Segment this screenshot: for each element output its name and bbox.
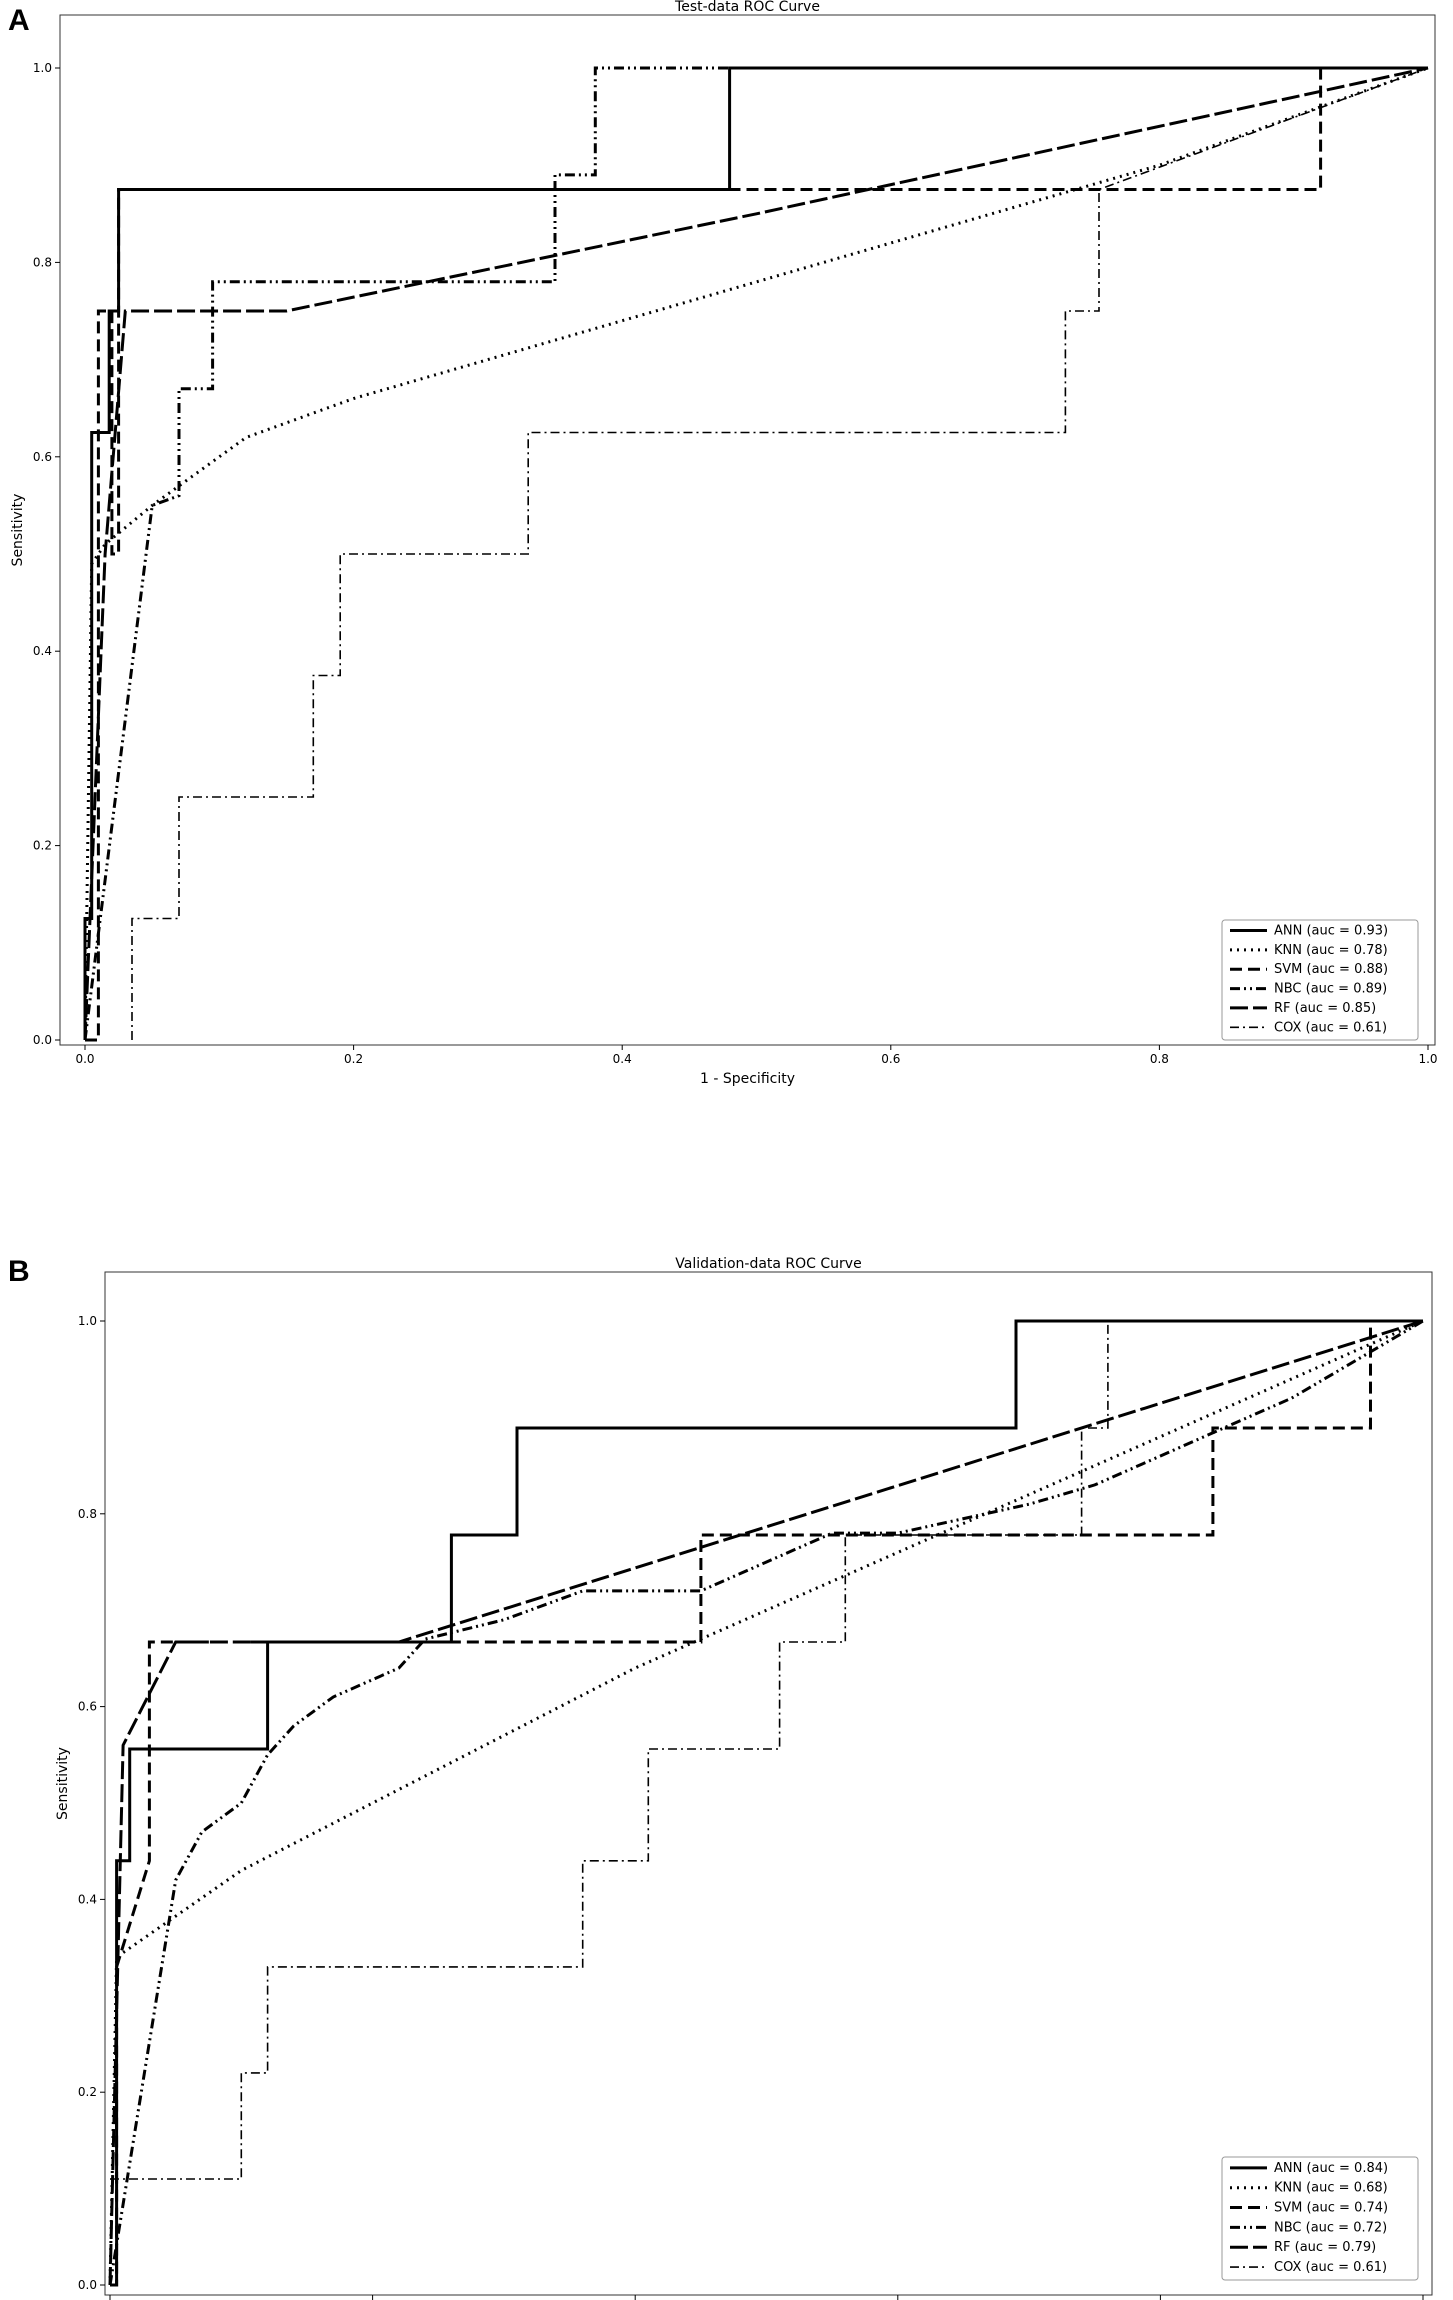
x-tick-label: 0.0	[75, 1052, 94, 1066]
y-tick-label: 0.4	[78, 1892, 97, 1906]
x-tick-label: 0.4	[613, 1052, 632, 1066]
y-tick-label: 0.8	[78, 1507, 97, 1521]
plot-frame	[59, 14, 1436, 1046]
legend-entry: NBC (auc = 0.89)	[1274, 982, 1387, 997]
roc-line-rf	[83, 66, 1429, 1041]
legend-entry: ANN (auc = 0.84)	[1274, 2161, 1388, 2176]
panel-label-b: B	[8, 1255, 30, 1288]
roc-line-nbc	[108, 1319, 1424, 2286]
x-tick-label: 1.0	[1418, 1052, 1437, 1066]
roc-line-knn	[83, 66, 1429, 1041]
y-tick-label: 1.0	[78, 1314, 97, 1328]
chart-title: Validation-data ROC Curve	[675, 1256, 861, 1272]
y-tick-label: 0.4	[33, 644, 52, 658]
x-axis-label: 1 - Specificity	[700, 1071, 795, 1087]
legend-entry: RF (auc = 0.85)	[1274, 1001, 1376, 1016]
legend-entry: KNN (auc = 0.78)	[1274, 943, 1388, 958]
plot-frame	[104, 1271, 1433, 2296]
roc-line-rf	[108, 1319, 1424, 2286]
y-tick-label: 0.0	[78, 2278, 97, 2292]
y-axis-label: Sensitivity	[55, 1747, 71, 1820]
legend-entry: COX (auc = 0.61)	[1274, 1020, 1387, 1035]
legend-entry: KNN (auc = 0.68)	[1274, 2181, 1388, 2196]
y-tick-label: 0.6	[78, 1700, 97, 1714]
y-tick-label: 0.8	[33, 255, 52, 269]
roc-line-cox	[131, 67, 1429, 1040]
roc-line-ann	[110, 1319, 1423, 2287]
x-tick-label: 0.6	[881, 1052, 900, 1066]
roc-line-knn	[108, 1319, 1424, 2286]
roc-line-svm	[85, 66, 1428, 1042]
roc-line-svm	[110, 1319, 1423, 2287]
y-tick-label: 0.0	[33, 1033, 52, 1047]
y-tick-label: 0.6	[33, 450, 52, 464]
panel-label-a: A	[8, 4, 30, 37]
roc-line-cox	[110, 1320, 1423, 2180]
legend-entry: SVM (auc = 0.74)	[1274, 2201, 1388, 2216]
x-tick-label: 0.2	[344, 1052, 363, 1066]
x-tick-label: 0.8	[1150, 1052, 1169, 1066]
chart-title: Test-data ROC Curve	[674, 0, 820, 15]
roc-line-nbc	[83, 66, 1428, 1041]
y-tick-label: 0.2	[33, 839, 52, 853]
legend-entry: ANN (auc = 0.93)	[1274, 924, 1388, 939]
legend-box	[1221, 2156, 1419, 2281]
y-tick-label: 0.2	[78, 2085, 97, 2099]
legend-entry: NBC (auc = 0.72)	[1274, 2220, 1387, 2235]
legend-entry: COX (auc = 0.61)	[1274, 2260, 1387, 2275]
legend-entry: SVM (auc = 0.88)	[1274, 962, 1388, 977]
legend-entry: RF (auc = 0.79)	[1274, 2240, 1376, 2255]
legend-box	[1221, 919, 1419, 1041]
y-axis-label: Sensitivity	[10, 494, 26, 567]
y-tick-label: 1.0	[33, 61, 52, 75]
